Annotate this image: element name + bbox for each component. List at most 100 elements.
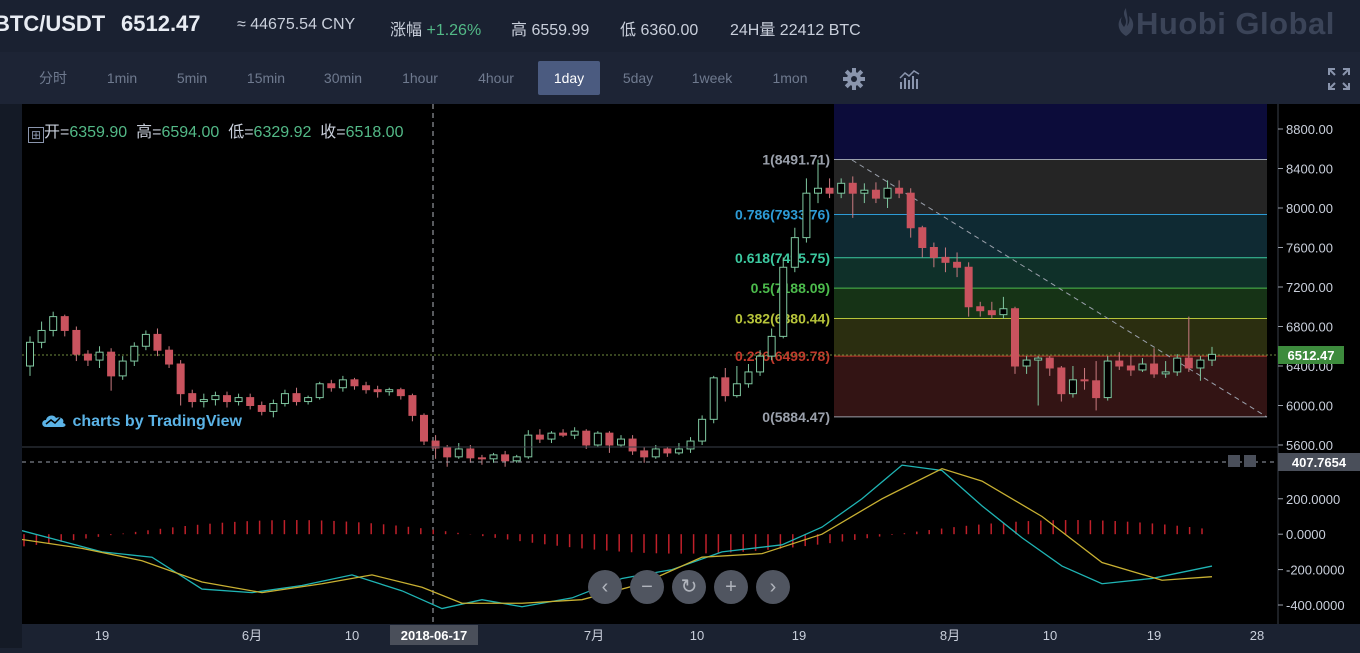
candle-body — [269, 403, 278, 412]
tf-5min[interactable]: 5min — [176, 70, 208, 86]
candle-body — [26, 341, 34, 367]
candle-body — [1022, 359, 1031, 367]
tf-1mon[interactable]: 1mon — [772, 70, 808, 86]
candle — [443, 445, 452, 467]
candle — [130, 342, 139, 366]
macd-value-tag: 407.7654 — [1278, 453, 1360, 471]
macd-tick-label: 200.0000 — [1286, 492, 1340, 507]
fib-trend-line[interactable] — [851, 159, 1268, 418]
ohlc-legend: ⊞ 开=6359.90 高=6594.00 低=6329.92 收=6518.00 — [28, 118, 403, 143]
candle — [234, 393, 243, 406]
change-label: 涨幅 — [390, 22, 423, 39]
candle-body — [362, 385, 371, 391]
tf-timeline[interactable]: 分时 — [39, 70, 67, 86]
low-value: 6329.92 — [253, 124, 312, 141]
candle-body — [1057, 367, 1066, 395]
candle-body — [779, 266, 788, 337]
macd-pane-buttons[interactable] — [1228, 455, 1256, 467]
candle-body — [1173, 357, 1182, 373]
candle — [593, 431, 602, 447]
candle — [292, 387, 301, 406]
pair-title[interactable]: BTC/USDT — [0, 11, 106, 36]
tf-1day[interactable]: 1day — [538, 61, 600, 95]
scroll-left-button[interactable]: ‹ — [588, 570, 622, 604]
candle — [72, 326, 81, 362]
candle-body — [141, 333, 150, 347]
settings-icon[interactable] — [841, 66, 867, 92]
candle — [477, 454, 486, 465]
macd-tag-text: 407.7654 — [1292, 455, 1347, 470]
candle — [1092, 361, 1101, 411]
ticker-header: BTC/USDT 6512.47 ≈ 44675.54 CNY 涨幅 +1.26… — [0, 0, 1360, 52]
candle — [1080, 367, 1089, 390]
candle-body — [385, 389, 394, 393]
candle — [199, 393, 208, 408]
candle — [501, 450, 510, 467]
candle-body — [315, 383, 324, 399]
zoom-in-button[interactable]: + — [714, 570, 748, 604]
price-tick-label: 6000.00 — [1286, 399, 1333, 414]
drawing-tools-strip[interactable] — [0, 104, 22, 648]
candle-body — [1161, 371, 1170, 375]
tradingview-watermark[interactable]: charts by TradingView — [40, 412, 242, 431]
candle-body — [1184, 357, 1193, 369]
scroll-right-button[interactable]: › — [756, 570, 790, 604]
time-tick-label: 10 — [690, 628, 704, 643]
candle-body — [1011, 308, 1019, 367]
candle-body — [211, 395, 220, 401]
time-tick-label: 10 — [345, 628, 359, 643]
candle — [304, 395, 313, 405]
candle — [1184, 316, 1193, 372]
tf-1week[interactable]: 1week — [691, 70, 733, 86]
tf-30min[interactable]: 30min — [323, 70, 363, 86]
candle-body — [338, 379, 347, 389]
fib-level-label: 0.236(6499.78) — [735, 348, 830, 364]
candle — [49, 311, 58, 337]
candle-body — [953, 261, 962, 268]
tf-5day[interactable]: 5day — [622, 70, 654, 86]
indicators-icon[interactable] — [897, 66, 923, 92]
candle — [582, 429, 591, 449]
candle — [1022, 356, 1031, 374]
candle-body — [1196, 359, 1205, 369]
candle-body — [906, 192, 915, 229]
fullscreen-icon[interactable] — [1326, 66, 1352, 92]
tf-15min[interactable]: 15min — [246, 70, 286, 86]
chart-canvas[interactable]: 1(8491.71) 0.786(7933.76) 0.618(7495.75) 0.… — [21, 104, 1360, 648]
tf-1hour[interactable]: 1hour — [402, 70, 438, 86]
candle — [814, 159, 822, 204]
candle — [83, 350, 92, 366]
candle-body — [431, 440, 440, 449]
candle — [188, 389, 197, 408]
candle-body — [1115, 360, 1124, 367]
candle — [721, 367, 730, 402]
candle-body — [837, 182, 846, 194]
tf-1min[interactable]: 1min — [106, 70, 138, 86]
legend-toggle-icon[interactable]: ⊞ — [28, 127, 44, 143]
candle-body — [489, 454, 498, 460]
candle — [732, 366, 741, 398]
candle-body — [524, 434, 533, 458]
candle-body — [848, 182, 857, 194]
candle — [640, 446, 649, 463]
candle-body — [257, 405, 266, 412]
reset-chart-button[interactable]: ↻ — [672, 570, 706, 604]
candle-body — [790, 237, 799, 268]
time-tick-label: 19 — [792, 628, 806, 643]
volume-stat: 24H量 22412 BTC — [730, 22, 861, 39]
candle — [246, 393, 255, 410]
time-tick-label: 6月 — [242, 628, 262, 643]
time-axis-bg — [22, 624, 1360, 648]
zoom-out-button[interactable]: − — [630, 570, 664, 604]
candle — [1057, 366, 1066, 402]
candle-body — [49, 316, 58, 331]
price-chart[interactable]: 1(8491.71) 0.786(7933.76) 0.618(7495.75) 0.… — [21, 104, 1360, 648]
high-value: 6594.00 — [161, 124, 220, 141]
candle-body — [686, 440, 695, 450]
candle — [976, 301, 985, 317]
tf-4hour[interactable]: 4hour — [478, 70, 514, 86]
candle-body — [512, 456, 521, 462]
candle-body — [617, 438, 625, 446]
price-tick-label: 5600.00 — [1286, 438, 1333, 453]
last-price: 6512.47 — [121, 11, 201, 36]
